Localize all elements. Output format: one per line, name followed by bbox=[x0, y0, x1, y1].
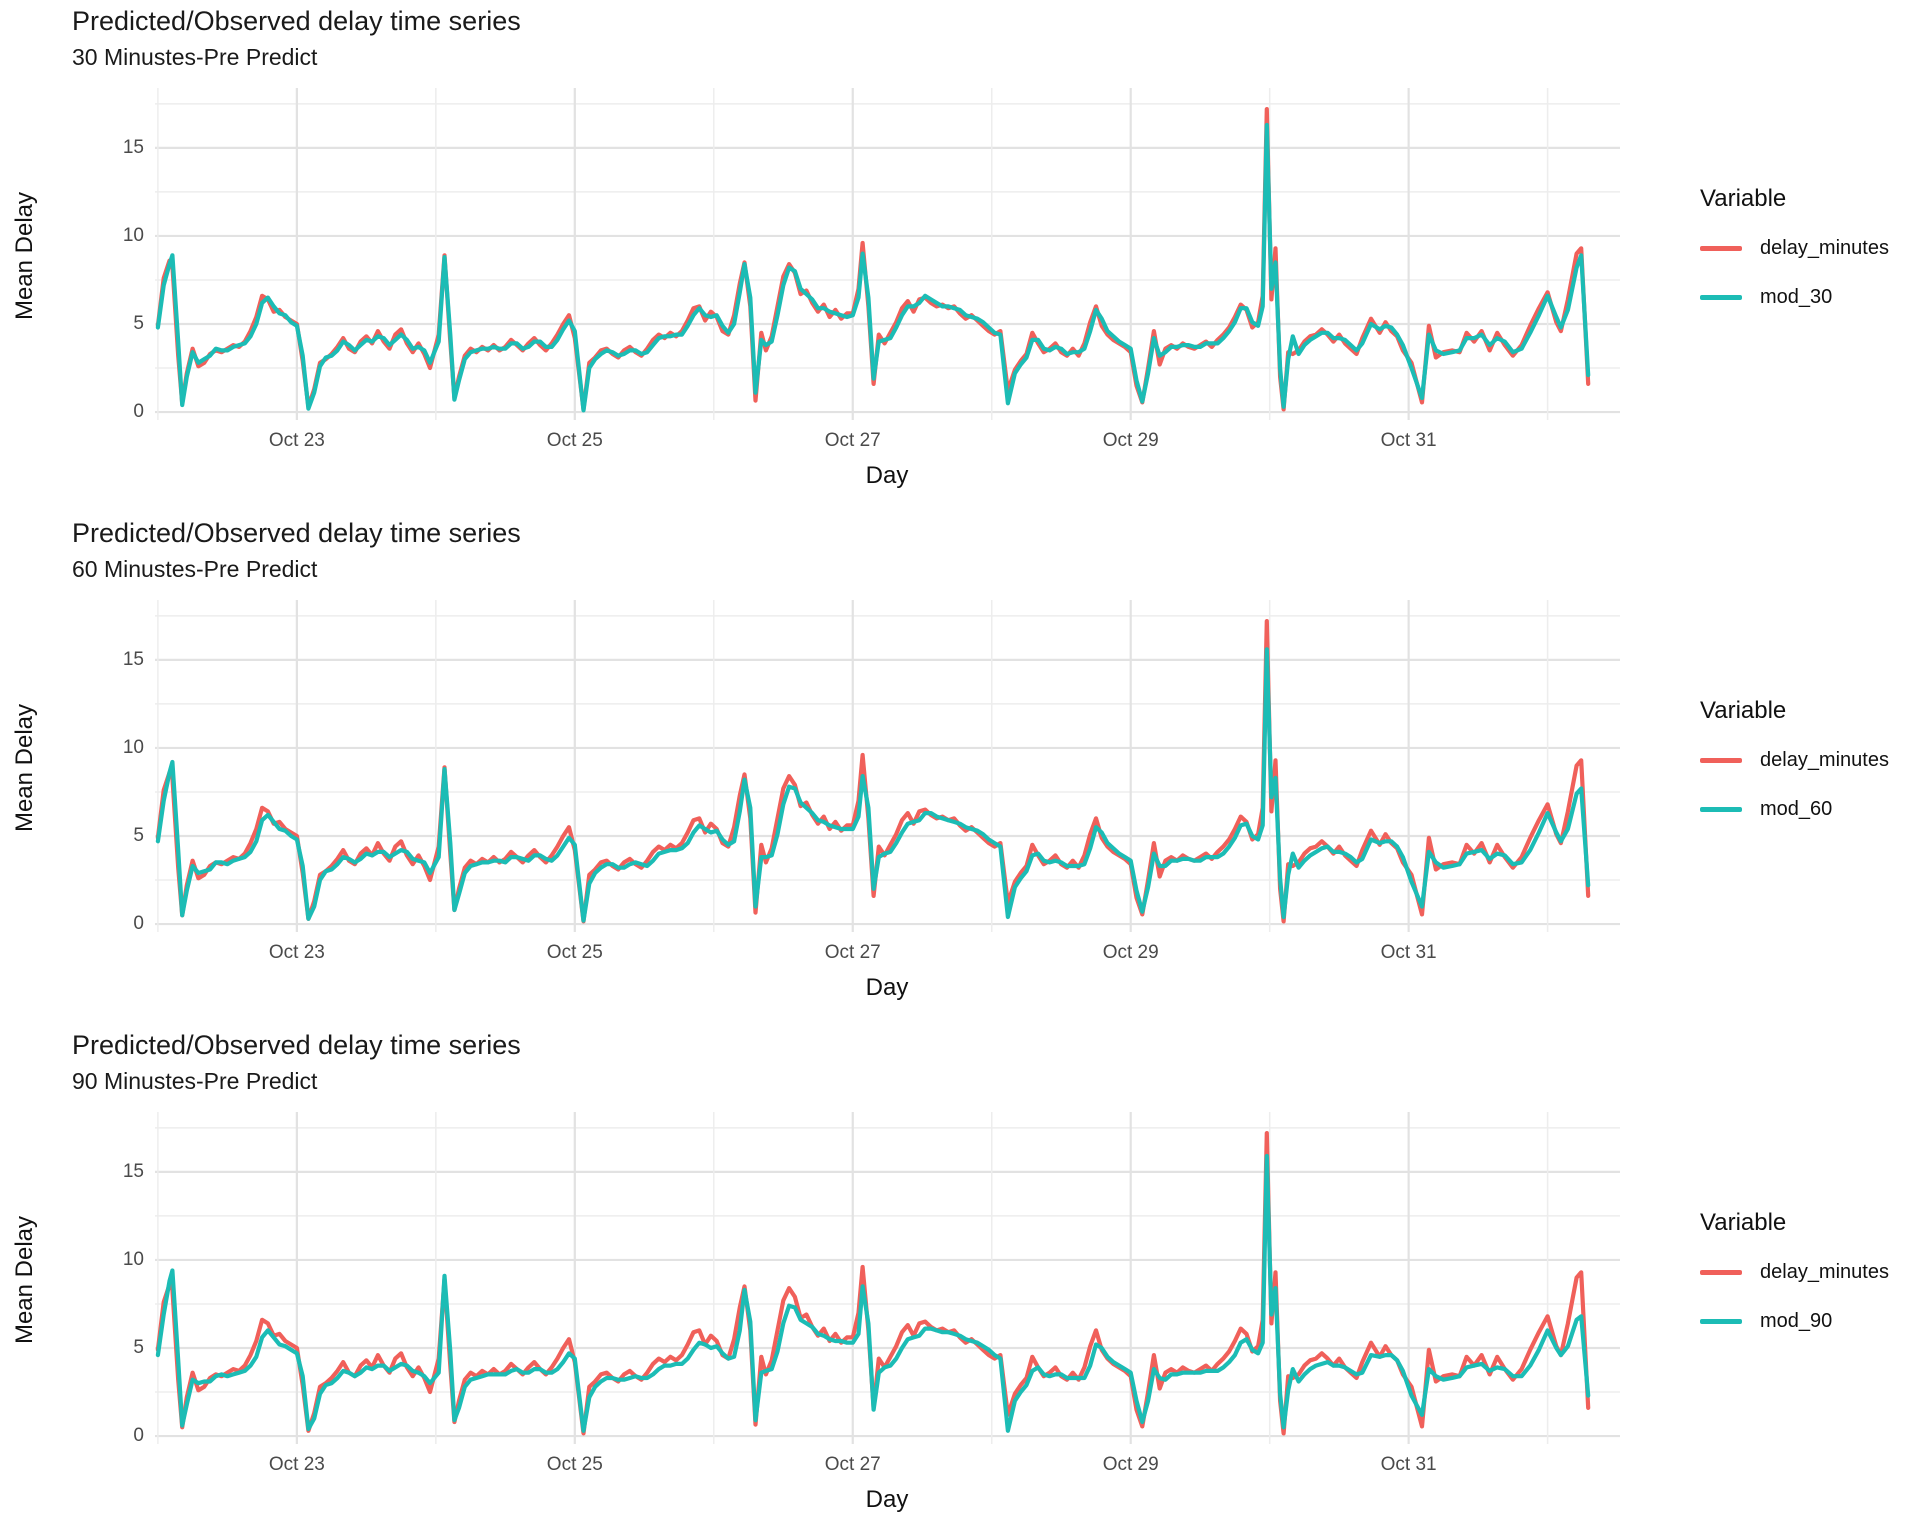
legend-title: Variable bbox=[1700, 1209, 1787, 1236]
y-tick-label: 10 bbox=[122, 224, 144, 246]
chart-panel-60min: Predicted/Observed delay time series 60 … bbox=[0, 512, 1920, 1024]
chart-subtitle: 90 Minustes-Pre Predict bbox=[72, 1068, 318, 1094]
y-tick-label: 15 bbox=[122, 136, 144, 158]
y-axis-title: Mean Delay bbox=[11, 191, 38, 321]
x-tick-label: Oct 25 bbox=[546, 942, 603, 963]
legend-label: delay_minutes bbox=[1760, 237, 1889, 259]
legend-label: delay_minutes bbox=[1760, 1261, 1889, 1283]
y-tick-label: 5 bbox=[133, 825, 144, 846]
chart-title: Predicted/Observed delay time series bbox=[72, 6, 521, 36]
legend-label: mod_60 bbox=[1760, 798, 1833, 820]
y-tick-label: 0 bbox=[133, 913, 144, 935]
legend-item-delay-minutes: delay_minutes bbox=[1700, 749, 1920, 772]
plot-area bbox=[155, 88, 1620, 420]
series-line bbox=[155, 107, 1591, 412]
legend-item-delay-minutes: delay_minutes bbox=[1700, 237, 1920, 260]
y-tick-label: 15 bbox=[122, 648, 144, 670]
legend: Variable delay_minutes mod_90 bbox=[1700, 1209, 1920, 1359]
y-tick-label: 5 bbox=[133, 1337, 144, 1358]
y-tick-label: 15 bbox=[122, 1160, 144, 1182]
x-tick-label: Oct 23 bbox=[268, 430, 325, 451]
series-line bbox=[155, 122, 1591, 413]
plot-area bbox=[155, 1112, 1620, 1444]
x-tick-label: Oct 29 bbox=[1102, 1454, 1159, 1475]
mod-key-icon bbox=[1700, 807, 1742, 812]
mod-key-icon bbox=[1700, 295, 1742, 300]
legend-label: mod_90 bbox=[1760, 1310, 1833, 1332]
legend-title: Variable bbox=[1700, 185, 1787, 212]
y-tick-label: 10 bbox=[122, 736, 144, 758]
legend: Variable delay_minutes mod_60 bbox=[1700, 697, 1920, 847]
x-tick-label: Oct 31 bbox=[1380, 942, 1437, 963]
x-tick-label: Oct 25 bbox=[546, 430, 603, 451]
x-tick-label: Oct 27 bbox=[824, 942, 881, 963]
x-tick-label: Oct 23 bbox=[268, 1454, 325, 1475]
chart-title: Predicted/Observed delay time series bbox=[72, 518, 521, 548]
legend-item-mod: mod_60 bbox=[1700, 798, 1920, 821]
x-tick-label: Oct 29 bbox=[1102, 942, 1159, 963]
y-tick-label: 5 bbox=[133, 313, 144, 334]
delay-minutes-key-icon bbox=[1700, 758, 1742, 763]
x-tick-label: Oct 23 bbox=[268, 942, 325, 963]
x-axis-title: Day bbox=[865, 1486, 909, 1513]
x-axis-title: Day bbox=[865, 974, 909, 1001]
chart-panel-30min: Predicted/Observed delay time series 30 … bbox=[0, 0, 1920, 512]
y-tick-label: 10 bbox=[122, 1248, 144, 1270]
mod-key-icon bbox=[1700, 1319, 1742, 1324]
y-axis-title: Mean Delay bbox=[11, 703, 38, 833]
legend-label: mod_30 bbox=[1760, 286, 1833, 308]
chart-subtitle: 60 Minustes-Pre Predict bbox=[72, 556, 318, 582]
delay-minutes-key-icon bbox=[1700, 1270, 1742, 1275]
series-line bbox=[155, 1153, 1591, 1433]
x-tick-label: Oct 25 bbox=[546, 1454, 603, 1475]
legend-label: delay_minutes bbox=[1760, 749, 1889, 771]
x-tick-label: Oct 29 bbox=[1102, 430, 1159, 451]
delay-minutes-key-icon bbox=[1700, 246, 1742, 251]
chart-subtitle: 30 Minustes-Pre Predict bbox=[72, 44, 318, 70]
chart-title: Predicted/Observed delay time series bbox=[72, 1030, 521, 1060]
y-tick-label: 0 bbox=[133, 401, 144, 423]
chart-panel-90min: Predicted/Observed delay time series 90 … bbox=[0, 1024, 1920, 1536]
x-axis-title: Day bbox=[865, 462, 909, 489]
x-tick-label: Oct 27 bbox=[824, 430, 881, 451]
x-tick-label: Oct 27 bbox=[824, 1454, 881, 1475]
series-line bbox=[155, 647, 1591, 923]
legend: Variable delay_minutes mod_30 bbox=[1700, 185, 1920, 335]
plot-area bbox=[155, 600, 1620, 932]
legend-item-mod: mod_90 bbox=[1700, 1310, 1920, 1333]
legend-item-mod: mod_30 bbox=[1700, 286, 1920, 309]
y-tick-label: 0 bbox=[133, 1425, 144, 1447]
x-tick-label: Oct 31 bbox=[1380, 430, 1437, 451]
x-tick-label: Oct 31 bbox=[1380, 1454, 1437, 1475]
legend-title: Variable bbox=[1700, 697, 1787, 724]
legend-item-delay-minutes: delay_minutes bbox=[1700, 1261, 1920, 1284]
y-axis-title: Mean Delay bbox=[11, 1215, 38, 1345]
